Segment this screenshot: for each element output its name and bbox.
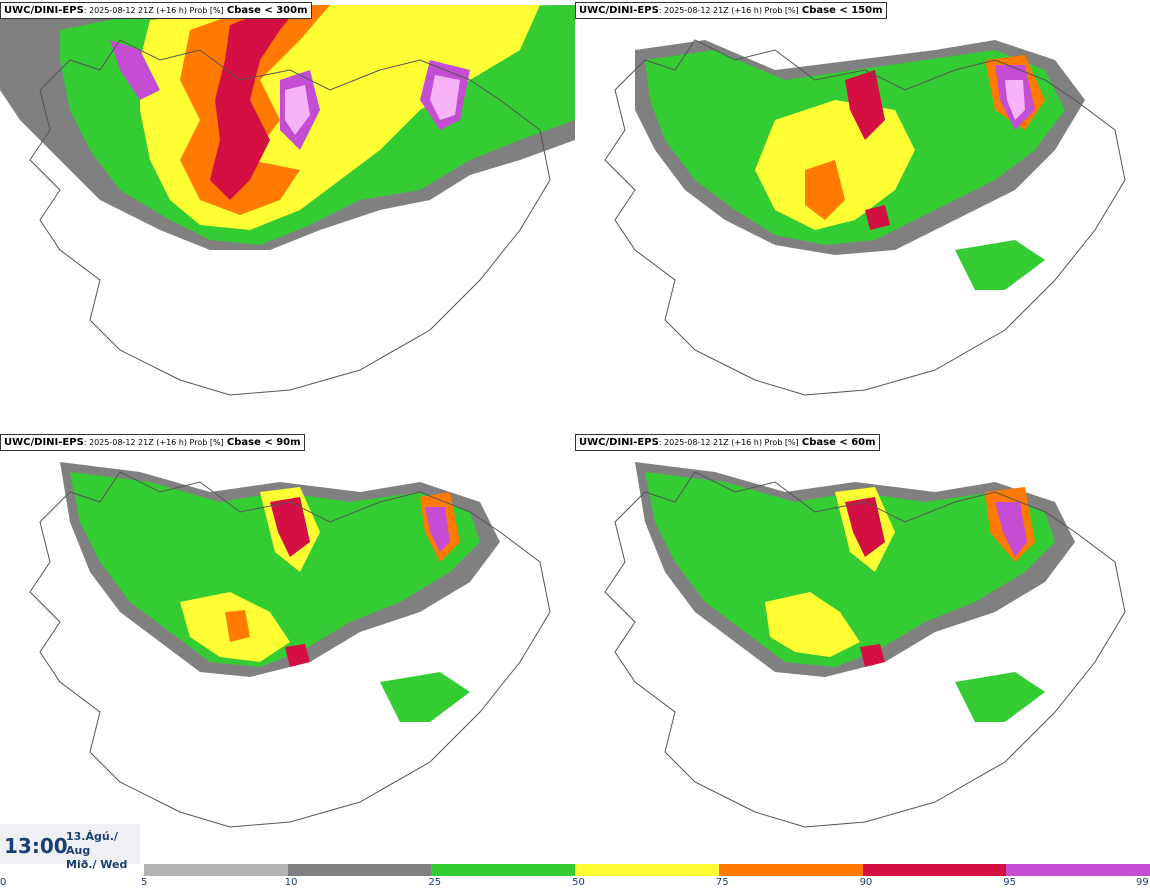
legend-color-segment — [431, 864, 576, 876]
prob-area-red — [210, 5, 300, 200]
probability-map-300m — [0, 5, 575, 396]
valid-time-box: 13:00 13.Ágú./ Aug Mið./ Wed — [0, 824, 140, 871]
iceland-outline — [604, 39, 1126, 396]
iceland-outline — [29, 471, 551, 828]
legend-tick-label: 99 — [1136, 877, 1149, 888]
prob-area-pink — [1005, 80, 1025, 120]
legend-color-segment — [287, 864, 432, 876]
legend-tick-label: 10 — [284, 877, 298, 888]
legend-tick-label: 5 — [141, 877, 148, 888]
variable-name: Cbase < 90m — [226, 437, 301, 448]
prob-area-southeast-green — [955, 672, 1045, 722]
legend-tick-label: 95 — [1003, 877, 1017, 888]
probability-legend — [144, 864, 1150, 876]
panel-title: UWC/DINI-EPS: 2025-08-12 21Z (+16 h) Pro… — [575, 434, 880, 451]
iceland-outline — [604, 471, 1126, 828]
prob-area-magenta — [425, 507, 450, 552]
probability-map-90m — [29, 462, 551, 828]
map-panel-60m: UWC/DINI-EPS: 2025-08-12 21Z (+16 h) Pro… — [575, 432, 1150, 862]
run-meta: : 2025-08-12 21Z (+16 h) Prob [%] — [83, 6, 224, 15]
panel-title: UWC/DINI-EPS: 2025-08-12 21Z (+16 h) Pro… — [575, 2, 887, 19]
map-panel-300m: UWC/DINI-EPS: 2025-08-12 21Z (+16 h) Pro… — [0, 0, 575, 430]
probability-map-60m — [604, 462, 1126, 828]
probability-map-150m — [604, 39, 1126, 396]
valid-time-date: 13.Ágú./ Aug Mið./ Wed — [66, 830, 140, 872]
run-meta: : 2025-08-12 21Z (+16 h) Prob [%] — [658, 6, 799, 15]
iceland-outline — [29, 39, 551, 396]
prob-area-magenta — [995, 502, 1027, 557]
variable-name: Cbase < 150m — [801, 5, 883, 16]
prob-area-green — [70, 472, 480, 667]
panel-title: UWC/DINI-EPS: 2025-08-12 21Z (+16 h) Pro… — [0, 2, 312, 19]
legend-color-segment — [1006, 864, 1150, 876]
run-meta: : 2025-08-12 21Z (+16 h) Prob [%] — [83, 438, 224, 447]
prob-area-green — [645, 472, 1055, 667]
variable-name: Cbase < 60m — [801, 437, 876, 448]
prob-area-red — [845, 70, 890, 230]
run-meta: : 2025-08-12 21Z (+16 h) Prob [%] — [658, 438, 799, 447]
variable-name: Cbase < 300m — [226, 5, 308, 16]
date-line-2: Mið./ Wed — [66, 858, 128, 871]
legend-tick-label: 90 — [859, 877, 873, 888]
model-name: UWC/DINI-EPS — [579, 437, 659, 448]
model-name: UWC/DINI-EPS — [4, 5, 84, 16]
date-line-1: 13.Ágú./ Aug — [66, 830, 118, 857]
legend-color-segment — [144, 864, 288, 876]
legend-tick-label: 50 — [572, 877, 585, 888]
legend-color-segment — [575, 864, 720, 876]
prob-area-red — [270, 497, 310, 667]
legend-color-segment — [718, 864, 863, 876]
valid-time-clock: 13:00 — [4, 834, 68, 858]
map-panel-90m: UWC/DINI-EPS: 2025-08-12 21Z (+16 h) Pro… — [0, 432, 575, 862]
legend-tick-label: 0 — [0, 877, 7, 888]
map-panel-150m: UWC/DINI-EPS: 2025-08-12 21Z (+16 h) Pro… — [575, 0, 1150, 430]
legend-tick-label: 25 — [428, 877, 442, 888]
model-name: UWC/DINI-EPS — [4, 437, 84, 448]
panel-title: UWC/DINI-EPS: 2025-08-12 21Z (+16 h) Pro… — [0, 434, 305, 451]
legend-tick-label: 75 — [715, 877, 729, 888]
prob-area-red — [845, 497, 885, 667]
model-name: UWC/DINI-EPS — [579, 5, 659, 16]
prob-area-pink — [285, 75, 460, 135]
legend-color-segment — [862, 864, 1007, 876]
prob-area-southeast-green — [955, 240, 1045, 290]
prob-area-southeast-green — [380, 672, 470, 722]
